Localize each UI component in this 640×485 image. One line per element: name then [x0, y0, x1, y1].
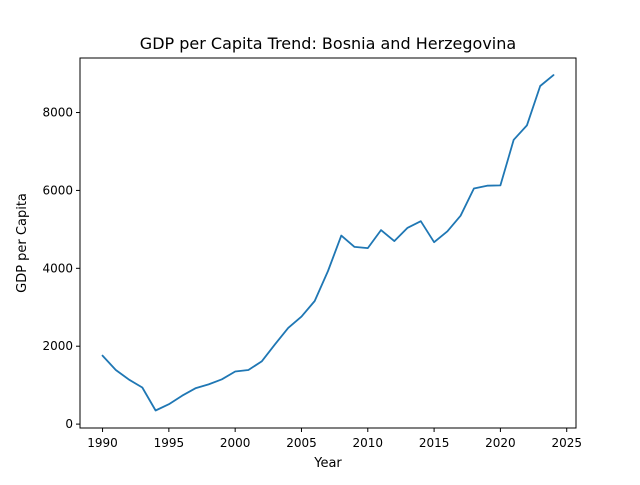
- x-tick-label: 2025: [551, 436, 582, 450]
- series-line: [101, 74, 555, 412]
- x-tick-label: 2000: [220, 436, 251, 450]
- y-tick-label: 4000: [42, 261, 73, 275]
- chart-title: GDP per Capita Trend: Bosnia and Herzego…: [140, 34, 516, 53]
- plot-area: [101, 74, 555, 412]
- x-axis-ticks: 1990 1995 2000 2005 2010 2015 2020 2025: [87, 428, 582, 450]
- x-tick-label: 2020: [485, 436, 516, 450]
- y-axis-ticks: 0 2000 4000 6000 8000: [42, 106, 80, 431]
- x-tick-label: 2015: [419, 436, 450, 450]
- y-tick-label: 0: [65, 417, 73, 431]
- y-tick-label: 2000: [42, 339, 73, 353]
- x-tick-label: 2010: [353, 436, 384, 450]
- x-tick-label: 1995: [154, 436, 185, 450]
- x-tick-label: 1990: [87, 436, 118, 450]
- axes-frame: [79, 57, 577, 429]
- x-axis-label: Year: [313, 456, 342, 471]
- x-tick-label: 2005: [286, 436, 317, 450]
- y-tick-label: 6000: [42, 183, 73, 197]
- y-tick-label: 8000: [42, 106, 73, 120]
- y-axis-label: GDP per Capita: [15, 193, 30, 293]
